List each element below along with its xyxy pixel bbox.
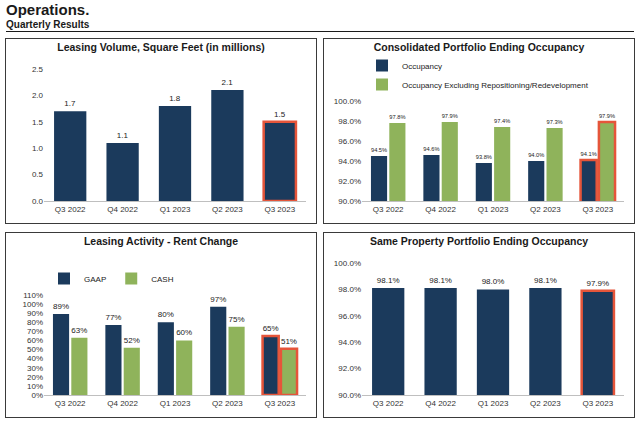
- svg-text:97.3%: 97.3%: [546, 119, 562, 125]
- svg-text:Leasing Volume, Square Feet (i: Leasing Volume, Square Feet (in millions…: [57, 41, 265, 53]
- html-text:Quarterly Results: Quarterly Results: [6, 19, 90, 30]
- svg-text:98.0%: 98.0%: [482, 277, 505, 286]
- svg-text:94.0%: 94.0%: [338, 157, 361, 166]
- svg-text:97.9%: 97.9%: [586, 279, 609, 288]
- svg-text:40%: 40%: [27, 354, 43, 363]
- svg-text:80%: 80%: [158, 310, 174, 319]
- svg-text:98.0%: 98.0%: [338, 117, 361, 126]
- svg-text:0%: 0%: [31, 391, 43, 400]
- svg-text:1.5: 1.5: [274, 110, 286, 119]
- svg-text:Occupancy: Occupancy: [402, 62, 442, 71]
- svg-text:94.6%: 94.6%: [423, 146, 439, 152]
- svg-text:65%: 65%: [263, 324, 279, 333]
- svg-text:1.0: 1.0: [32, 144, 44, 153]
- svg-text:Q3 2023: Q3 2023: [582, 399, 613, 408]
- svg-text:60%: 60%: [27, 336, 43, 345]
- svg-text:94.1%: 94.1%: [581, 151, 597, 157]
- svg-text:Q2 2023: Q2 2023: [212, 399, 243, 408]
- svg-text:Q4 2022: Q4 2022: [107, 205, 138, 214]
- svg-text:100.0%: 100.0%: [334, 97, 361, 106]
- svg-text:30%: 30%: [27, 364, 43, 373]
- svg-text:Q3 2023: Q3 2023: [582, 205, 613, 214]
- html-text:Operations.: Operations.: [6, 1, 90, 18]
- svg-text:51%: 51%: [281, 337, 297, 346]
- svg-text:97.8%: 97.8%: [389, 114, 405, 120]
- svg-text:0.5: 0.5: [32, 170, 44, 179]
- svg-text:98.0%: 98.0%: [338, 285, 361, 294]
- svg-text:Q2 2023: Q2 2023: [530, 205, 561, 214]
- svg-text:Q2 2023: Q2 2023: [530, 399, 561, 408]
- svg-text:Q3 2023: Q3 2023: [264, 205, 295, 214]
- svg-text:Q4 2022: Q4 2022: [107, 399, 138, 408]
- svg-text:90.0%: 90.0%: [338, 391, 361, 400]
- svg-text:89%: 89%: [53, 302, 69, 311]
- svg-text:Q3 2022: Q3 2022: [55, 399, 86, 408]
- svg-text:93.8%: 93.8%: [476, 154, 492, 160]
- svg-text:Q1 2023: Q1 2023: [160, 205, 191, 214]
- svg-text:94.0%: 94.0%: [338, 338, 361, 347]
- svg-text:100.0%: 100.0%: [334, 259, 361, 268]
- svg-text:92.0%: 92.0%: [338, 364, 361, 373]
- svg-text:96.0%: 96.0%: [338, 312, 361, 321]
- svg-text:Q1 2023: Q1 2023: [478, 205, 509, 214]
- svg-text:96.0%: 96.0%: [338, 137, 361, 146]
- svg-text:Q1 2023: Q1 2023: [160, 399, 191, 408]
- svg-text:90.0%: 90.0%: [338, 197, 361, 206]
- svg-text:90%: 90%: [27, 309, 43, 318]
- svg-text:Q3 2022: Q3 2022: [373, 399, 404, 408]
- svg-text:GAAP: GAAP: [84, 275, 106, 284]
- svg-text:10%: 10%: [27, 382, 43, 391]
- svg-text:Same Property Portfolio Ending: Same Property Portfolio Ending Occupancy: [370, 235, 588, 247]
- svg-text:Q3 2022: Q3 2022: [373, 205, 404, 214]
- svg-text:97.9%: 97.9%: [442, 113, 458, 119]
- svg-text:1.1: 1.1: [117, 131, 129, 140]
- svg-text:Consolidated Portfolio Ending: Consolidated Portfolio Ending Occupancy: [374, 41, 585, 53]
- svg-text:Q2 2023: Q2 2023: [212, 205, 243, 214]
- svg-text:77%: 77%: [105, 313, 121, 322]
- svg-text:97.9%: 97.9%: [599, 113, 615, 119]
- svg-text:Q4 2022: Q4 2022: [425, 205, 456, 214]
- svg-text:2.1: 2.1: [222, 78, 234, 87]
- svg-text:94.0%: 94.0%: [528, 152, 544, 158]
- svg-text:92.0%: 92.0%: [338, 177, 361, 186]
- svg-text:Q4 2022: Q4 2022: [425, 399, 456, 408]
- svg-text:100%: 100%: [23, 300, 43, 309]
- svg-text:98.1%: 98.1%: [534, 276, 557, 285]
- svg-text:70%: 70%: [27, 327, 43, 336]
- svg-text:2.0: 2.0: [32, 91, 44, 100]
- svg-text:63%: 63%: [71, 326, 87, 335]
- svg-text:Q3 2023: Q3 2023: [264, 399, 295, 408]
- svg-text:60%: 60%: [176, 328, 192, 337]
- svg-text:Q1 2023: Q1 2023: [478, 399, 509, 408]
- svg-text:50%: 50%: [27, 345, 43, 354]
- svg-text:2.5: 2.5: [32, 65, 44, 74]
- svg-text:80%: 80%: [27, 318, 43, 327]
- svg-text:97.4%: 97.4%: [494, 118, 510, 124]
- svg-text:CASH: CASH: [151, 275, 173, 284]
- svg-text:52%: 52%: [124, 336, 140, 345]
- svg-text:110%: 110%: [23, 291, 43, 300]
- svg-text:Leasing Activity - Rent Change: Leasing Activity - Rent Change: [84, 235, 238, 247]
- svg-text:0.0: 0.0: [32, 197, 44, 206]
- svg-text:94.5%: 94.5%: [371, 147, 387, 153]
- svg-text:Occupancy Excluding Reposition: Occupancy Excluding Repositioning/Redeve…: [402, 81, 589, 90]
- svg-text:20%: 20%: [27, 373, 43, 382]
- svg-text:98.1%: 98.1%: [429, 276, 452, 285]
- svg-text:98.1%: 98.1%: [377, 276, 400, 285]
- svg-text:97%: 97%: [210, 295, 226, 304]
- svg-text:1.7: 1.7: [64, 99, 76, 108]
- svg-text:1.8: 1.8: [169, 94, 181, 103]
- svg-text:Q3 2022: Q3 2022: [55, 205, 86, 214]
- svg-text:75%: 75%: [229, 315, 245, 324]
- svg-text:1.5: 1.5: [32, 118, 44, 127]
